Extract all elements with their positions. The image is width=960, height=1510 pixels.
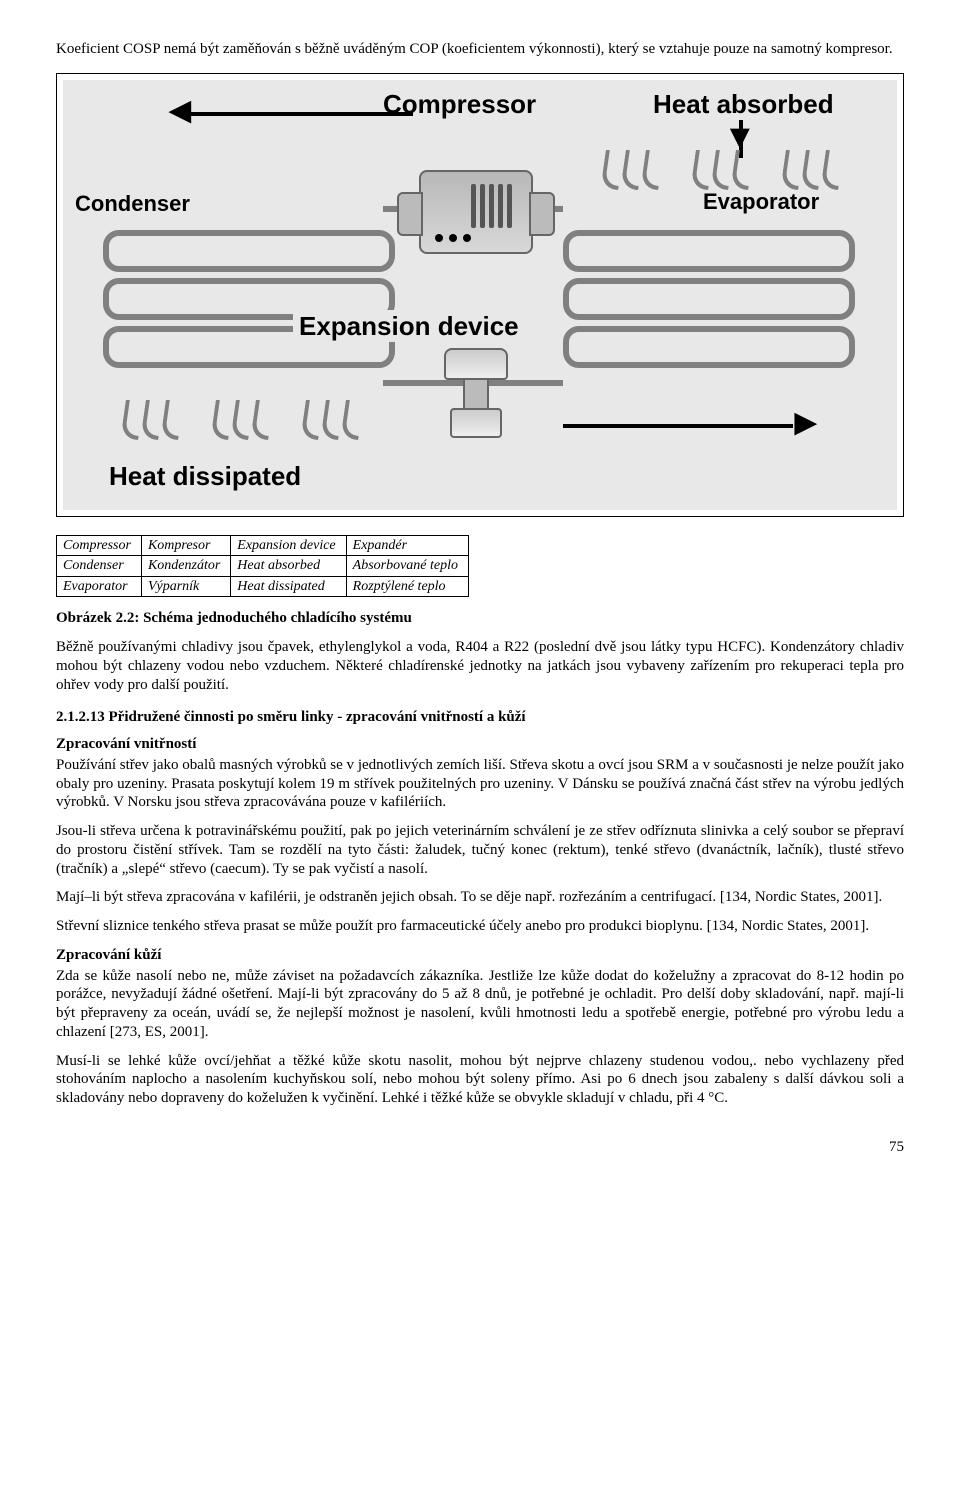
wavy-dissipated-1: [123, 400, 181, 440]
figure-container: ◄ Compressor Heat absorbed ▼ Condenser E…: [56, 73, 904, 517]
wavy-dissipated-2: [213, 400, 271, 440]
legend-cell: Absorbované teplo: [346, 556, 468, 577]
legend-cell: Expandér: [346, 535, 468, 556]
compressor-bars-icon: [471, 184, 512, 228]
sub-innards-title: Zpracování vnitřností: [56, 735, 904, 754]
legend-cell: Compressor: [57, 535, 142, 556]
label-evaporator: Evaporator: [703, 188, 819, 216]
intro-paragraph: Koeficient COSP nemá být zaměňován s běž…: [56, 40, 904, 59]
arrow-flow-left: [183, 112, 413, 116]
legend-cell: Heat dissipated: [231, 576, 346, 597]
innards-p3: Mají–li být střeva zpracována v kafiléri…: [56, 888, 904, 907]
innards-p4: Střevní sliznice tenkého střeva prasat s…: [56, 917, 904, 936]
figure-caption: Obrázek 2.2: Schéma jednoduchého chladíc…: [56, 609, 904, 628]
expansion-stem-icon: [463, 378, 489, 410]
label-heat-absorbed: Heat absorbed: [653, 88, 834, 121]
innards-p1: Používání střev jako obalů masných výrob…: [56, 756, 904, 812]
legend-cell: Evaporator: [57, 576, 142, 597]
arrow-left-icon: ◄: [161, 92, 199, 130]
wavy-dissipated-3: [303, 400, 361, 440]
label-compressor: Compressor: [383, 88, 536, 121]
sub-skin-title: Zpracování kůží: [56, 946, 904, 965]
compressor-dots-icon: [435, 234, 471, 242]
expansion-cap-icon: [444, 348, 508, 380]
page-number: 75: [56, 1138, 904, 1157]
legend-cell: Expansion device: [231, 535, 346, 556]
compressor-block: [419, 170, 533, 254]
skin-p2: Musí-li se lehké kůže ovcí/jehňat a těžk…: [56, 1052, 904, 1108]
condenser-coil-1: [103, 230, 395, 272]
evaporator-coil-3: [563, 326, 855, 368]
legend-cell: Kondenzátor: [141, 556, 230, 577]
table-row: Evaporator Výparník Heat dissipated Rozp…: [57, 576, 469, 597]
legend-cell: Heat absorbed: [231, 556, 346, 577]
label-condenser: Condenser: [75, 190, 190, 218]
table-row: Compressor Kompresor Expansion device Ex…: [57, 535, 469, 556]
section-heading: 2.1.2.13 Přidružené činnosti po směru li…: [56, 708, 904, 727]
expansion-base-icon: [450, 408, 502, 438]
evaporator-coil-2: [563, 278, 855, 320]
cooling-diagram: ◄ Compressor Heat absorbed ▼ Condenser E…: [63, 80, 897, 510]
legend-tbody: Compressor Kompresor Expansion device Ex…: [57, 535, 469, 597]
label-heat-dissipated: Heat dissipated: [109, 460, 301, 493]
legend-cell: Condenser: [57, 556, 142, 577]
legend-cell: Rozptýlené teplo: [346, 576, 468, 597]
innards-p2: Jsou-li střeva určena k potravinářskému …: [56, 822, 904, 878]
expansion-device-block: [441, 348, 511, 438]
table-row: Condenser Kondenzátor Heat absorbed Abso…: [57, 556, 469, 577]
skin-p1: Zda se kůže nasolí nebo ne, může záviset…: [56, 967, 904, 1042]
arrow-flow-right: [563, 424, 793, 428]
evaporator-coil-1: [563, 230, 855, 272]
legend-cell: Kompresor: [141, 535, 230, 556]
wavy-absorbed-1: [603, 150, 661, 190]
label-expansion-device: Expansion device: [293, 310, 525, 343]
legend-table: Compressor Kompresor Expansion device Ex…: [56, 535, 469, 598]
para-after-figure: Běžně používanými chladivy jsou čpavek, …: [56, 638, 904, 694]
legend-cell: Výparník: [141, 576, 230, 597]
arrow-right-icon: ►: [787, 404, 825, 442]
wavy-absorbed-3: [783, 150, 841, 190]
wavy-absorbed-2: [693, 150, 751, 190]
